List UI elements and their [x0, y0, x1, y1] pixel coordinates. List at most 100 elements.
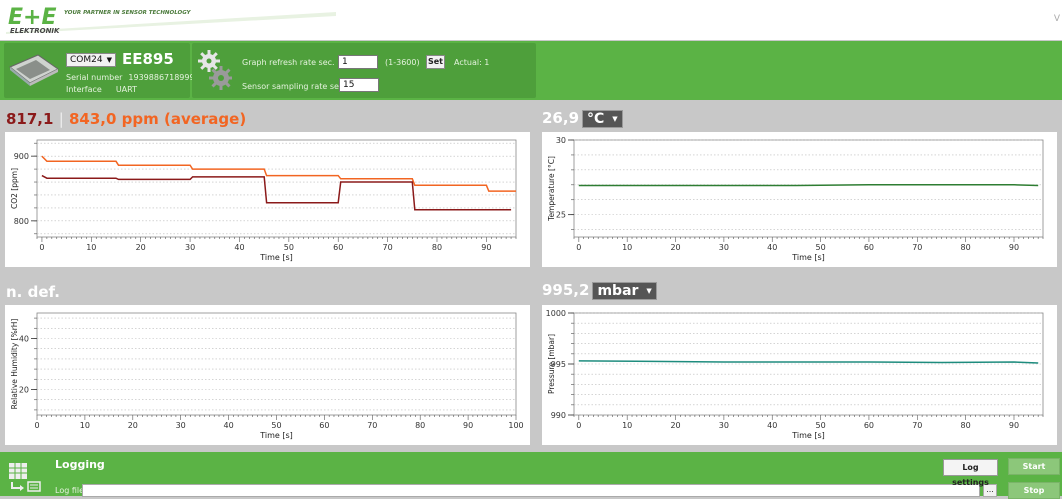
x-tick-label: 20 — [670, 243, 680, 252]
co2-separator: | — [58, 110, 64, 128]
temperature-unit-select[interactable]: °C ▼ — [582, 110, 623, 128]
y-axis-label: Relative Humidity [%rH] — [10, 319, 19, 410]
series-line-0 — [578, 360, 1039, 364]
x-tick-label: 40 — [767, 421, 777, 430]
device-bar: COM24 ▼ EE895 Serial number 1939886718999F… — [0, 41, 1062, 100]
x-tick-label: 20 — [128, 421, 138, 430]
x-axis-label: Time [s] — [791, 431, 825, 440]
x-tick-label: 60 — [864, 243, 874, 252]
interface-row: Interface UART — [66, 85, 138, 94]
brand-header: E+E YOUR PARTNER IN SENSOR TECHNOLOGY EL… — [0, 0, 1062, 40]
x-tick-label: 70 — [912, 421, 922, 430]
y-tick-label: 990 — [551, 411, 566, 420]
x-tick-label: 90 — [1009, 421, 1019, 430]
x-tick-label: 90 — [481, 243, 491, 252]
y-axis-label: CO2 [ppm] — [10, 168, 19, 209]
x-tick-label: 50 — [815, 243, 825, 252]
log-file-label: Log file — [55, 486, 85, 495]
plot-frame — [36, 139, 517, 238]
temperature-value: 26,9 — [542, 109, 580, 127]
log-file-input[interactable] — [82, 484, 980, 497]
y-tick-label: 1000 — [546, 309, 566, 318]
x-tick-label: 80 — [961, 243, 971, 252]
x-tick-label: 60 — [864, 421, 874, 430]
y-axis-label: Pressure [mbar] — [547, 334, 556, 394]
humidity-chart: 20 40 0 10 20 30 40 50 60 70 80 90 100 Time [s] Relati… — [5, 305, 530, 445]
serial-row: Serial number 1939886718999F — [66, 73, 200, 82]
sampling-rate-input[interactable]: 15 — [339, 78, 379, 92]
x-axis-label: Time [s] — [259, 431, 293, 440]
series-line-0 — [578, 184, 1039, 187]
series-line-0 — [41, 155, 516, 192]
x-tick-label: 10 — [622, 243, 632, 252]
y-tick-label: 20 — [19, 386, 29, 395]
plot-frame — [36, 312, 517, 416]
refresh-rate-input[interactable]: 1 — [338, 55, 378, 69]
pressure-readout: 995,2 mbar ▼ — [542, 280, 657, 302]
log-table-icon — [9, 463, 41, 492]
x-tick-label: 10 — [86, 243, 96, 252]
com-port-select[interactable]: COM24 ▼ — [66, 53, 116, 67]
series-line-1 — [41, 174, 512, 211]
x-tick-label: 100 — [508, 421, 523, 430]
x-tick-label: 20 — [670, 421, 680, 430]
x-axis-label: Time [s] — [259, 253, 293, 262]
y-tick-label: 25 — [556, 211, 566, 220]
x-tick-label: 90 — [463, 421, 473, 430]
stop-button[interactable]: Stop — [1008, 482, 1060, 499]
x-tick-label: 30 — [719, 243, 729, 252]
x-tick-label: 40 — [234, 243, 244, 252]
x-tick-label: 0 — [576, 243, 581, 252]
y-tick-label: 40 — [19, 335, 29, 344]
version-label: V — [1053, 14, 1060, 24]
x-tick-label: 70 — [383, 243, 393, 252]
pressure-value: 995,2 — [542, 281, 590, 299]
plot-frame — [573, 139, 1044, 238]
gear-icon — [198, 50, 232, 90]
temperature-readout: 26,9 °C ▼ — [542, 108, 623, 130]
x-tick-label: 10 — [80, 421, 90, 430]
x-axis-label: Time [s] — [791, 253, 825, 262]
x-tick-label: 30 — [176, 421, 186, 430]
x-tick-label: 40 — [767, 243, 777, 252]
x-tick-label: 80 — [415, 421, 425, 430]
svg-text:E+E: E+E — [8, 5, 57, 30]
pressure-chart: 990 995 1000 0 10 20 30 40 50 60 70 80 90 Time [s] Pre… — [542, 305, 1057, 445]
humidity-readout: n. def. — [6, 283, 60, 301]
co2-average-value: 843,0 ppm (average) — [68, 110, 247, 128]
x-tick-label: 0 — [39, 243, 44, 252]
y-tick-label: 30 — [556, 136, 566, 145]
log-settings-button[interactable]: Log settings — [943, 459, 998, 487]
x-tick-label: 60 — [333, 243, 343, 252]
x-tick-label: 50 — [815, 421, 825, 430]
co2-chart: 800 900 0 10 20 30 40 50 60 70 80 90 Time [s] CO2 [pp… — [5, 132, 530, 267]
x-tick-label: 50 — [271, 421, 281, 430]
pressure-unit-select[interactable]: mbar ▼ — [592, 282, 657, 300]
x-tick-label: 70 — [367, 421, 377, 430]
x-tick-label: 20 — [136, 243, 146, 252]
svg-text:ELEKTRONIK: ELEKTRONIK — [10, 27, 60, 35]
refresh-range-label: (1-3600) — [385, 58, 420, 67]
settings-panel: Graph refresh rate sec. 1 (1-3600) Set A… — [192, 43, 536, 98]
chevron-down-icon: ▼ — [106, 56, 112, 64]
start-button[interactable]: Start — [1008, 458, 1060, 475]
co2-readout: 817,1 | 843,0 ppm (average) — [6, 109, 246, 131]
y-tick-label: 900 — [14, 152, 29, 161]
x-tick-label: 0 — [576, 421, 581, 430]
x-tick-label: 60 — [319, 421, 329, 430]
logging-title: Logging — [55, 458, 105, 471]
set-button[interactable]: Set — [426, 55, 445, 69]
y-tick-label: 800 — [14, 217, 29, 226]
x-tick-label: 80 — [432, 243, 442, 252]
logging-bar: Logging Log file ... Log settings Start … — [0, 452, 1062, 499]
device-name: EE895 — [122, 50, 174, 68]
x-tick-label: 40 — [224, 421, 234, 430]
x-tick-label: 70 — [912, 243, 922, 252]
y-tick-label: 995 — [551, 360, 566, 369]
x-tick-label: 30 — [185, 243, 195, 252]
actual-rate-label: Actual: 1 — [454, 58, 490, 67]
co2-current-value: 817,1 — [6, 110, 54, 128]
chevron-down-icon: ▼ — [646, 287, 652, 295]
temperature-chart: 25 30 0 10 20 30 40 50 60 70 80 90 Time [s] Temperatu… — [542, 132, 1057, 267]
ee-logo-icon: E+E YOUR PARTNER IN SENSOR TECHNOLOGY EL… — [6, 5, 336, 35]
